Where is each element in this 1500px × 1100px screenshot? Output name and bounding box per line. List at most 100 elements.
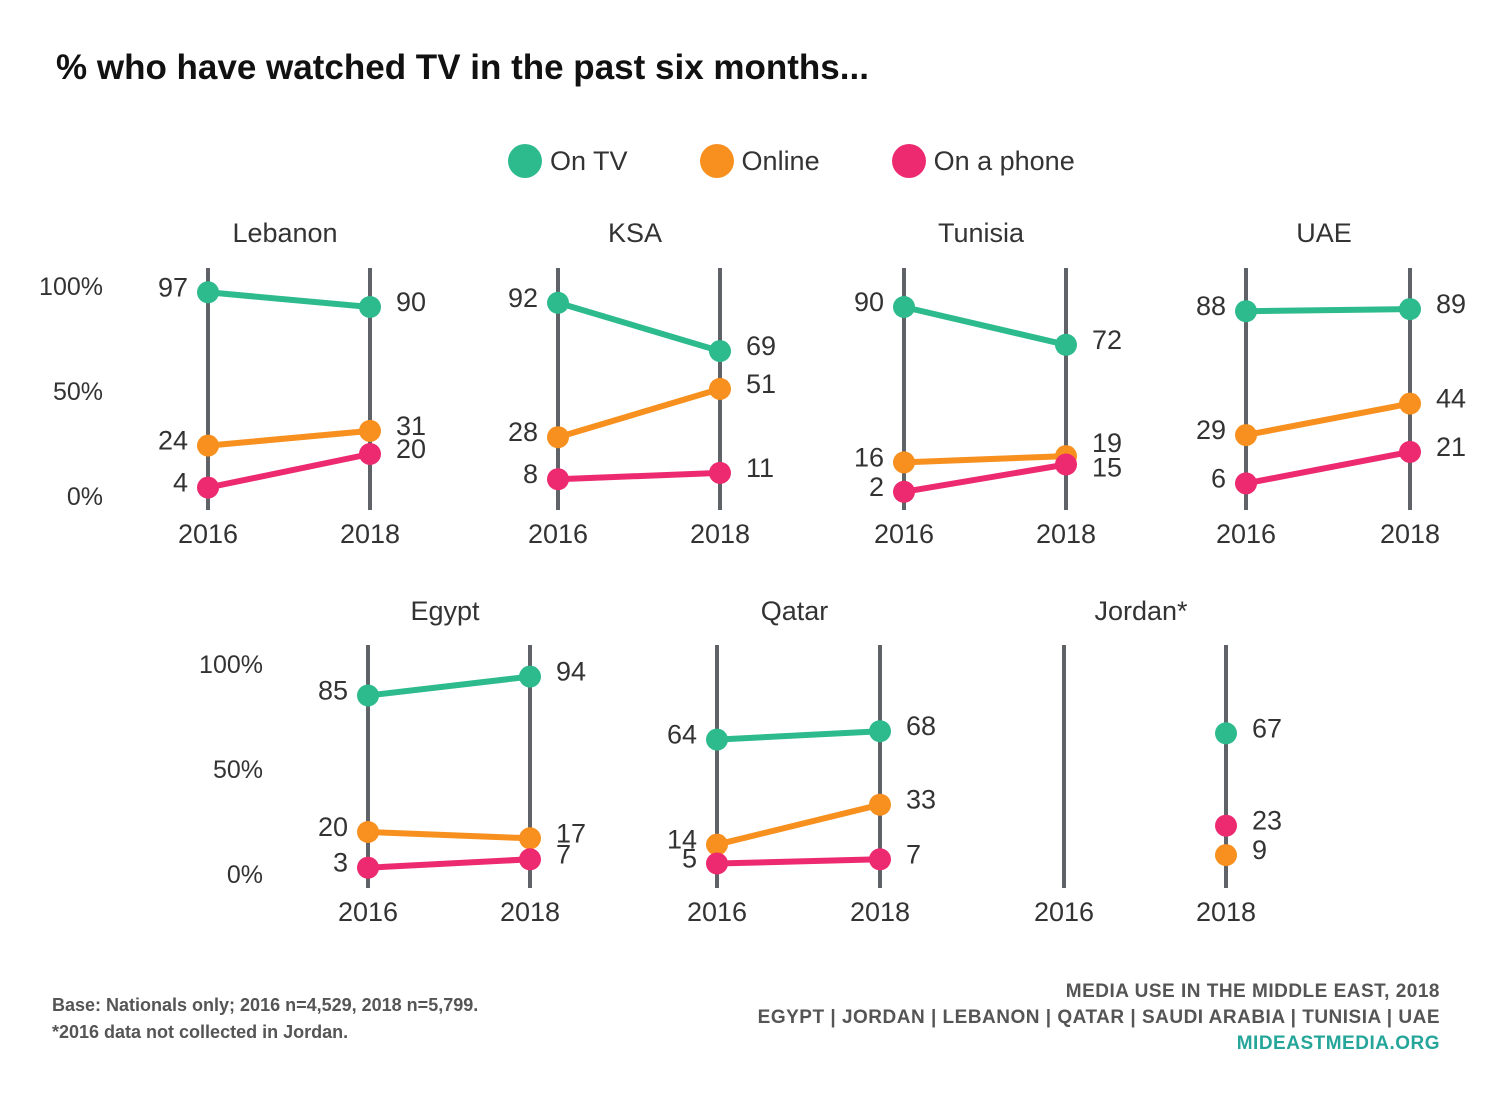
series-line-on-tv-egypt <box>365 673 533 699</box>
panel-title-jordan: Jordan* <box>1094 596 1188 626</box>
data-label-online-2016-tunisia: 16 <box>854 442 884 472</box>
point-online-2016-egypt <box>357 821 379 843</box>
legend-label-online: Online <box>741 145 820 176</box>
point-on-tv-2018-qatar <box>869 720 891 743</box>
point-on-a-phone-2016-uae <box>1235 472 1257 495</box>
point-online-2018-lebanon <box>359 419 381 442</box>
point-online-2016-tunisia <box>893 451 915 474</box>
x-tick-label: 2016 <box>687 897 747 927</box>
data-label-online-2016-egypt: 20 <box>318 812 348 842</box>
y-tick-label: 50% <box>53 378 103 406</box>
data-label-on-tv-2016-lebanon: 97 <box>158 272 188 302</box>
source-title: MEDIA USE IN THE MIDDLE EAST, 2018 <box>1065 981 1440 1002</box>
point-on-tv-2018-tunisia <box>1055 333 1077 356</box>
base-note: Base: Nationals only; 2016 n=4,529, 2018… <box>52 995 479 1015</box>
data-label-on-tv-2018-egypt: 94 <box>556 657 586 687</box>
y-tick-label: 0% <box>67 483 103 511</box>
data-label-on-tv-2016-ksa: 92 <box>508 283 538 313</box>
data-label-on-tv-2016-qatar: 64 <box>667 720 697 750</box>
chart-title: % who have watched TV in the past six mo… <box>56 48 869 87</box>
data-label-on-a-phone-2018-tunisia: 15 <box>1092 453 1122 483</box>
data-label-online-2018-uae: 44 <box>1436 384 1466 414</box>
data-label-on-tv-2016-tunisia: 90 <box>854 287 884 317</box>
point-on-tv-2016-qatar <box>706 728 728 751</box>
point-on-a-phone-2018-ksa <box>709 461 731 484</box>
data-label-on-a-phone-2016-lebanon: 4 <box>173 468 188 498</box>
series-line-on-a-phone-ksa <box>555 469 723 483</box>
panel-title-egypt: Egypt <box>410 596 480 626</box>
point-online-2018-egypt <box>519 827 541 850</box>
panel-title-ksa: KSA <box>608 218 662 248</box>
data-label-on-tv-2016-uae: 88 <box>1196 291 1226 321</box>
data-label-on-tv-2018-uae: 89 <box>1436 289 1466 319</box>
data-label-on-a-phone-2018-uae: 21 <box>1436 432 1466 462</box>
y-tick-label: 100% <box>199 651 263 679</box>
data-label-online-2016-lebanon: 24 <box>158 426 188 456</box>
x-tick-label: 2018 <box>1036 519 1096 549</box>
series-line-on-a-phone-tunisia <box>901 461 1069 495</box>
source-countries: EGYPT | JORDAN | LEBANON | QATAR | SAUDI… <box>757 1007 1440 1028</box>
data-label-online-2016-uae: 29 <box>1196 415 1226 445</box>
x-tick-label: 2018 <box>1380 519 1440 549</box>
series-line-on-a-phone-uae <box>1243 448 1413 487</box>
y-tick-label: 100% <box>39 273 103 301</box>
y-tick-label: 0% <box>227 861 263 889</box>
data-label-on-tv-2018-jordan: 67 <box>1252 713 1282 743</box>
point-on-tv-2016-tunisia <box>893 296 915 318</box>
data-label-on-a-phone-2016-egypt: 3 <box>333 848 348 878</box>
point-online-2016-uae <box>1235 424 1257 447</box>
point-on-tv-2018-lebanon <box>359 296 381 318</box>
x-tick-label: 2018 <box>500 897 560 927</box>
legend-label-on-a-phone: On a phone <box>933 145 1075 176</box>
legend: On TV Online On a phone <box>508 144 1147 178</box>
point-online-2016-qatar <box>706 833 728 856</box>
legend-item-on-a-phone: On a phone <box>891 144 1075 178</box>
series-line-online-tunisia <box>901 453 1069 466</box>
y-tick-label: 50% <box>213 756 263 784</box>
x-tick-label: 2016 <box>1216 519 1276 549</box>
data-label-online-2018-ksa: 51 <box>746 369 776 399</box>
point-on-a-phone-2018-egypt <box>519 848 541 871</box>
x-tick-label: 2018 <box>690 519 750 549</box>
data-label-on-a-phone-2016-uae: 6 <box>1211 463 1226 493</box>
data-label-on-a-phone-2018-jordan: 23 <box>1252 806 1282 836</box>
x-tick-label: 2018 <box>850 897 910 927</box>
data-label-on-a-phone-2018-egypt: 7 <box>556 839 571 869</box>
series-line-on-tv-qatar <box>714 728 883 743</box>
data-label-on-tv-2016-egypt: 85 <box>318 676 348 706</box>
data-label-online-2018-egypt: 17 <box>556 818 586 848</box>
series-line-online-uae <box>1243 400 1413 439</box>
data-label-on-tv-2018-lebanon: 90 <box>396 287 426 317</box>
data-label-on-tv-2018-qatar: 68 <box>906 711 936 741</box>
data-label-on-a-phone-2016-qatar: 5 <box>682 844 697 874</box>
series-line-on-tv-uae <box>1243 306 1413 315</box>
series-line-on-tv-lebanon <box>205 289 373 310</box>
point-on-tv-2018-uae <box>1399 298 1421 321</box>
point-on-a-phone-2018-tunisia <box>1055 453 1077 476</box>
point-online-2016-lebanon <box>197 434 219 457</box>
data-label-on-a-phone-2018-lebanon: 20 <box>396 434 426 464</box>
data-label-on-tv-2018-tunisia: 72 <box>1092 325 1122 355</box>
point-on-tv-2018-jordan <box>1215 722 1237 745</box>
point-on-a-phone-2018-jordan <box>1215 814 1237 837</box>
point-on-tv-2016-egypt <box>357 684 379 707</box>
x-tick-label: 2018 <box>340 519 400 549</box>
series-line-online-qatar <box>714 801 883 848</box>
x-tick-label: 2016 <box>178 519 238 549</box>
point-online-2018-qatar <box>869 793 891 816</box>
point-on-a-phone-2018-uae <box>1399 440 1421 463</box>
data-label-online-2018-lebanon: 31 <box>396 411 426 441</box>
point-online-2016-ksa <box>547 426 569 449</box>
series-line-online-egypt <box>365 829 533 842</box>
data-label-online-2018-jordan: 9 <box>1252 835 1267 865</box>
legend-swatch-on-tv <box>508 144 542 178</box>
point-on-a-phone-2018-lebanon <box>359 443 381 465</box>
x-tick-label: 2018 <box>1196 897 1256 927</box>
point-online-2018-uae <box>1399 392 1421 415</box>
panel-title-tunisia: Tunisia <box>938 218 1025 248</box>
point-on-tv-2018-egypt <box>519 665 541 688</box>
series-line-on-tv-tunisia <box>901 304 1069 348</box>
data-label-on-a-phone-2016-ksa: 8 <box>523 459 538 489</box>
data-label-on-tv-2018-ksa: 69 <box>746 331 776 361</box>
